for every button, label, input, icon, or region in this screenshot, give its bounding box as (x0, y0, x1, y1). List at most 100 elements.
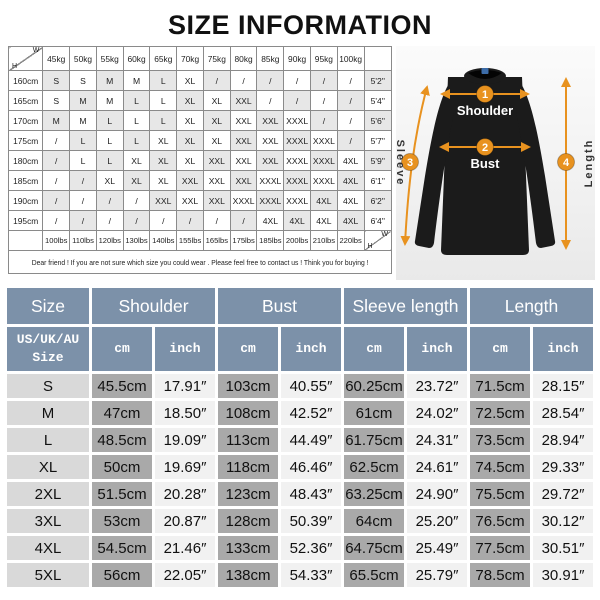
size-column-header: Size (7, 288, 89, 324)
matrix-pounds-cell: 155lbs (176, 230, 204, 251)
matrix-size-cell: / (95, 190, 124, 211)
matrix-size-cell: XXL (202, 150, 231, 171)
matrix-pounds-cell: 140lbs (149, 230, 178, 251)
matrix-row: 185cm / / XL XL XL XXL XXL XXL XXXL XXXL XXXL 4XL 6'1… (7, 170, 393, 191)
matrix-height-label: 190cm (7, 190, 44, 211)
size-label-cell: 3XL (7, 509, 89, 533)
matrix-size-cell: XXXL (283, 170, 311, 191)
matrix-size-cell: / (42, 170, 71, 191)
matrix-size-cell: / (256, 70, 285, 91)
marker-3-badge (401, 153, 419, 171)
matrix-height-ft-cell: 5'6" (363, 110, 393, 131)
matrix-size-cell: / (202, 210, 231, 231)
unit-inch-header: inch (407, 327, 467, 371)
matrix-height-ft-cell: 5'9" (363, 150, 393, 171)
matrix-weight-header: 50kg (69, 46, 97, 71)
matrix-size-cell: / (336, 70, 365, 91)
matrix-size-cell: XXL (176, 170, 204, 191)
matrix-size-cell: L (95, 150, 124, 171)
value-inch-cell: 24.90″ (407, 482, 467, 506)
matrix-pounds-cell: 110lbs (69, 230, 97, 251)
matrix-size-cell: XXL (229, 110, 258, 131)
value-cm-cell: 103cm (218, 374, 278, 398)
matrix-size-cell: XXXL (283, 110, 311, 131)
matrix-size-cell: M (69, 110, 97, 131)
matrix-height-ft-cell: 5'4" (363, 90, 393, 111)
garment-diagram: 1 2 3 4 Shoulder Bust Sleeve Length (394, 46, 595, 280)
marker-1-badge (476, 85, 494, 103)
matrix-size-cell: M (69, 90, 97, 111)
value-cm-cell: 50cm (92, 455, 152, 479)
matrix-size-cell: XL (149, 130, 178, 151)
corner-weight-letter: W (32, 47, 40, 55)
length-column-header: Length (470, 288, 593, 324)
matrix-size-cell: XXXL (283, 190, 311, 211)
value-inch-cell: 23.72″ (407, 374, 467, 398)
sweater-illustration: 1 2 3 4 Shoulder Bust (400, 68, 575, 255)
matrix-size-cell: L (122, 130, 151, 151)
matrix-size-cell: M (122, 70, 151, 91)
matrix-size-cell: XL (149, 150, 178, 171)
matrix-size-cell: L (122, 90, 151, 111)
value-cm-cell: 45.5cm (92, 374, 152, 398)
matrix-note-row: Dear friend ! If you are not sure which … (8, 250, 392, 274)
top-section: W H 45kg 50kg 55kg 60kg 65kg 70kg 75kg 80kg 85kg 90… (0, 46, 600, 280)
matrix-row: 195cm / / / / / / //4XL 4XL 4XL 4XL 6'4" (7, 210, 393, 231)
matrix-size-cell: / (336, 90, 365, 111)
value-inch-cell: 19.09″ (155, 428, 215, 452)
unit-inch-header: inch (155, 327, 215, 371)
matrix-size-cell: / (310, 110, 338, 131)
matrix-size-cell: / (69, 210, 97, 231)
matrix-size-cell: / (283, 70, 311, 91)
value-inch-cell: 21.46″ (155, 536, 215, 560)
matrix-size-cell: XL (176, 150, 204, 171)
value-inch-cell: 25.20″ (407, 509, 467, 533)
matrix-weight-header: 65kg (149, 46, 178, 71)
size-label-cell: 5XL (7, 563, 89, 587)
value-inch-cell: 28.94″ (533, 428, 593, 452)
matrix-weight-header: 95kg (310, 46, 338, 71)
value-inch-cell: 20.28″ (155, 482, 215, 506)
page-title: SIZE INFORMATION (168, 10, 432, 40)
matrix-size-cell: / (42, 150, 71, 171)
value-inch-cell: 28.54″ (533, 401, 593, 425)
matrix-size-cell: XXL (176, 190, 204, 211)
value-cm-cell: 47cm (92, 401, 152, 425)
us-uk-au-size-header: US/UK/AU Size (7, 327, 89, 371)
matrix-height-label: 185cm (7, 170, 44, 191)
matrix-size-cell: XL (176, 90, 204, 111)
matrix-height-ft-cell: 5'2" (363, 70, 393, 91)
collar-tag (481, 68, 489, 74)
matrix-size-cell: L (149, 70, 178, 91)
matrix-size-cell: / (149, 210, 178, 231)
matrix-size-cell: XXL (229, 170, 258, 191)
value-inch-cell: 30.91″ (533, 563, 593, 587)
length-label: Length (583, 138, 595, 188)
matrix-weight-header: 45kg (42, 46, 71, 71)
matrix-size-cell: XL (202, 130, 231, 151)
matrix-row: 170cm M M L L L XL XL XXL XXL XXXL //5'6" (7, 110, 393, 131)
marker-4-badge (557, 153, 575, 171)
value-cm-cell: 71.5cm (470, 374, 530, 398)
size-table-row: 5XL 56cm 22.05″ 138cm 54.33″ 65.5cm 25.79″ 78.5… (7, 563, 593, 587)
matrix-size-cell: / (336, 110, 365, 131)
matrix-size-cell: / (95, 210, 124, 231)
value-inch-cell: 25.49″ (407, 536, 467, 560)
value-inch-cell: 19.69″ (155, 455, 215, 479)
value-cm-cell: 64cm (344, 509, 404, 533)
matrix-size-cell: S (69, 70, 97, 91)
matrix-size-cell: XXL (256, 150, 285, 171)
value-cm-cell: 74.5cm (470, 455, 530, 479)
size-label-cell: XL (7, 455, 89, 479)
size-label-cell: L (7, 428, 89, 452)
matrix-size-cell: 4XL (310, 190, 338, 211)
matrix-size-cell: / (176, 210, 204, 231)
matrix-size-cell: XXL (229, 150, 258, 171)
size-table-row: 2XL 51.5cm 20.28″ 123cm 48.43″ 63.25cm 24.90″ 7… (7, 482, 593, 506)
matrix-size-cell: XXL (256, 130, 285, 151)
value-cm-cell: 118cm (218, 455, 278, 479)
size-table-row: M 47cm 18.50″ 108cm 42.52″ 61cm 24.02″ 72.5cm 28… (7, 401, 593, 425)
matrix-size-cell: XL (122, 150, 151, 171)
value-cm-cell: 48.5cm (92, 428, 152, 452)
